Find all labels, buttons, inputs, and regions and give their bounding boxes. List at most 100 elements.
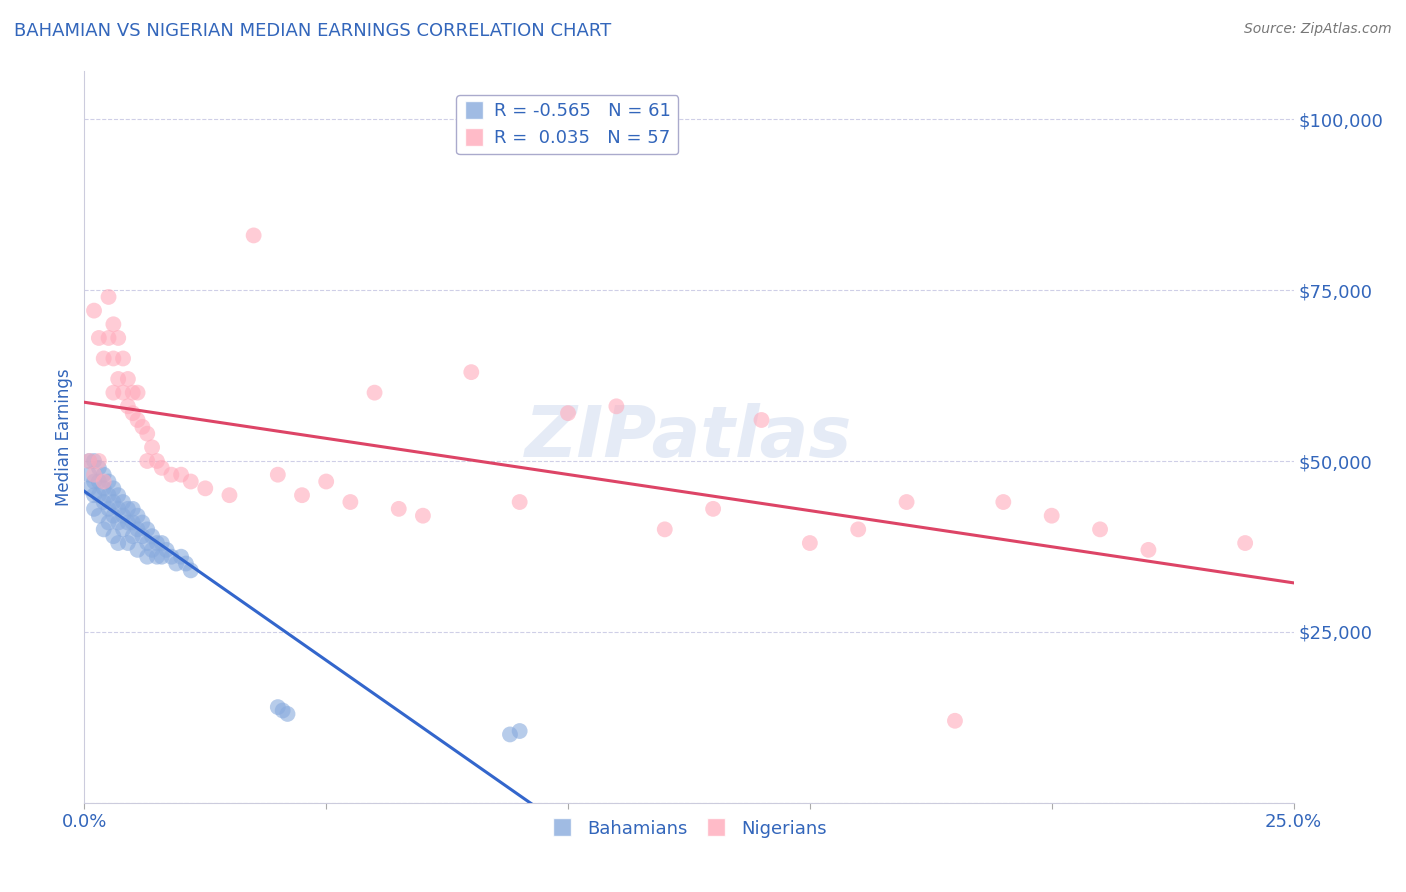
Point: [702, 501, 724, 516]
Point: [77, 481, 100, 495]
Point: [136, 536, 159, 550]
Point: [136, 426, 159, 441]
Point: [160, 467, 183, 482]
Point: [87, 508, 110, 523]
Point: [107, 516, 129, 530]
Point: [460, 365, 482, 379]
Text: ZIPatlas: ZIPatlas: [526, 402, 852, 472]
Point: [121, 406, 143, 420]
Point: [339, 495, 361, 509]
Point: [174, 557, 197, 571]
Point: [896, 495, 918, 509]
Point: [509, 495, 531, 509]
Point: [117, 400, 139, 414]
Point: [276, 706, 298, 721]
Point: [557, 406, 579, 420]
Point: [136, 549, 159, 564]
Point: [87, 460, 110, 475]
Point: [93, 522, 115, 536]
Text: Source: ZipAtlas.com: Source: ZipAtlas.com: [1244, 22, 1392, 37]
Point: [194, 481, 217, 495]
Point: [146, 536, 169, 550]
Point: [83, 501, 105, 516]
Point: [993, 495, 1015, 509]
Point: [97, 488, 120, 502]
Point: [97, 475, 120, 489]
Point: [146, 454, 169, 468]
Point: [112, 495, 135, 509]
Point: [103, 495, 125, 509]
Point: [121, 501, 143, 516]
Point: [127, 385, 149, 400]
Point: [1088, 522, 1111, 536]
Point: [146, 549, 169, 564]
Point: [180, 475, 202, 489]
Point: [136, 522, 159, 536]
Point: [242, 228, 264, 243]
Point: [112, 351, 135, 366]
Point: [180, 563, 202, 577]
Point: [943, 714, 966, 728]
Point: [93, 351, 115, 366]
Point: [509, 724, 531, 739]
Point: [87, 454, 110, 468]
Point: [87, 488, 110, 502]
Point: [165, 557, 187, 571]
Point: [121, 529, 143, 543]
Point: [155, 542, 177, 557]
Point: [1234, 536, 1257, 550]
Point: [93, 475, 115, 489]
Point: [93, 467, 115, 482]
Point: [83, 467, 105, 482]
Point: [103, 318, 125, 332]
Point: [83, 303, 105, 318]
Point: [799, 536, 821, 550]
Point: [141, 440, 163, 454]
Point: [141, 542, 163, 557]
Point: [363, 385, 385, 400]
Point: [112, 522, 135, 536]
Point: [121, 385, 143, 400]
Point: [170, 549, 193, 564]
Point: [121, 516, 143, 530]
Point: [150, 549, 173, 564]
Point: [93, 481, 115, 495]
Point: [83, 454, 105, 468]
Point: [103, 351, 125, 366]
Point: [499, 727, 522, 741]
Point: [107, 501, 129, 516]
Point: [1137, 542, 1160, 557]
Point: [87, 331, 110, 345]
Point: [77, 454, 100, 468]
Legend: Bahamians, Nigerians: Bahamians, Nigerians: [544, 813, 834, 845]
Point: [117, 501, 139, 516]
Point: [267, 700, 290, 714]
Point: [107, 488, 129, 502]
Point: [412, 508, 434, 523]
Point: [267, 467, 290, 482]
Text: BAHAMIAN VS NIGERIAN MEDIAN EARNINGS CORRELATION CHART: BAHAMIAN VS NIGERIAN MEDIAN EARNINGS COR…: [14, 22, 612, 40]
Point: [97, 516, 120, 530]
Point: [87, 475, 110, 489]
Point: [103, 508, 125, 523]
Point: [150, 536, 173, 550]
Point: [136, 454, 159, 468]
Point: [315, 475, 337, 489]
Y-axis label: Median Earnings: Median Earnings: [55, 368, 73, 506]
Point: [117, 516, 139, 530]
Point: [170, 467, 193, 482]
Point: [131, 516, 153, 530]
Point: [271, 704, 294, 718]
Point: [103, 481, 125, 495]
Point: [107, 331, 129, 345]
Point: [751, 413, 773, 427]
Point: [605, 400, 627, 414]
Point: [103, 529, 125, 543]
Point: [131, 420, 153, 434]
Point: [97, 501, 120, 516]
Point: [654, 522, 676, 536]
Point: [117, 536, 139, 550]
Point: [127, 508, 149, 523]
Point: [97, 331, 120, 345]
Point: [131, 529, 153, 543]
